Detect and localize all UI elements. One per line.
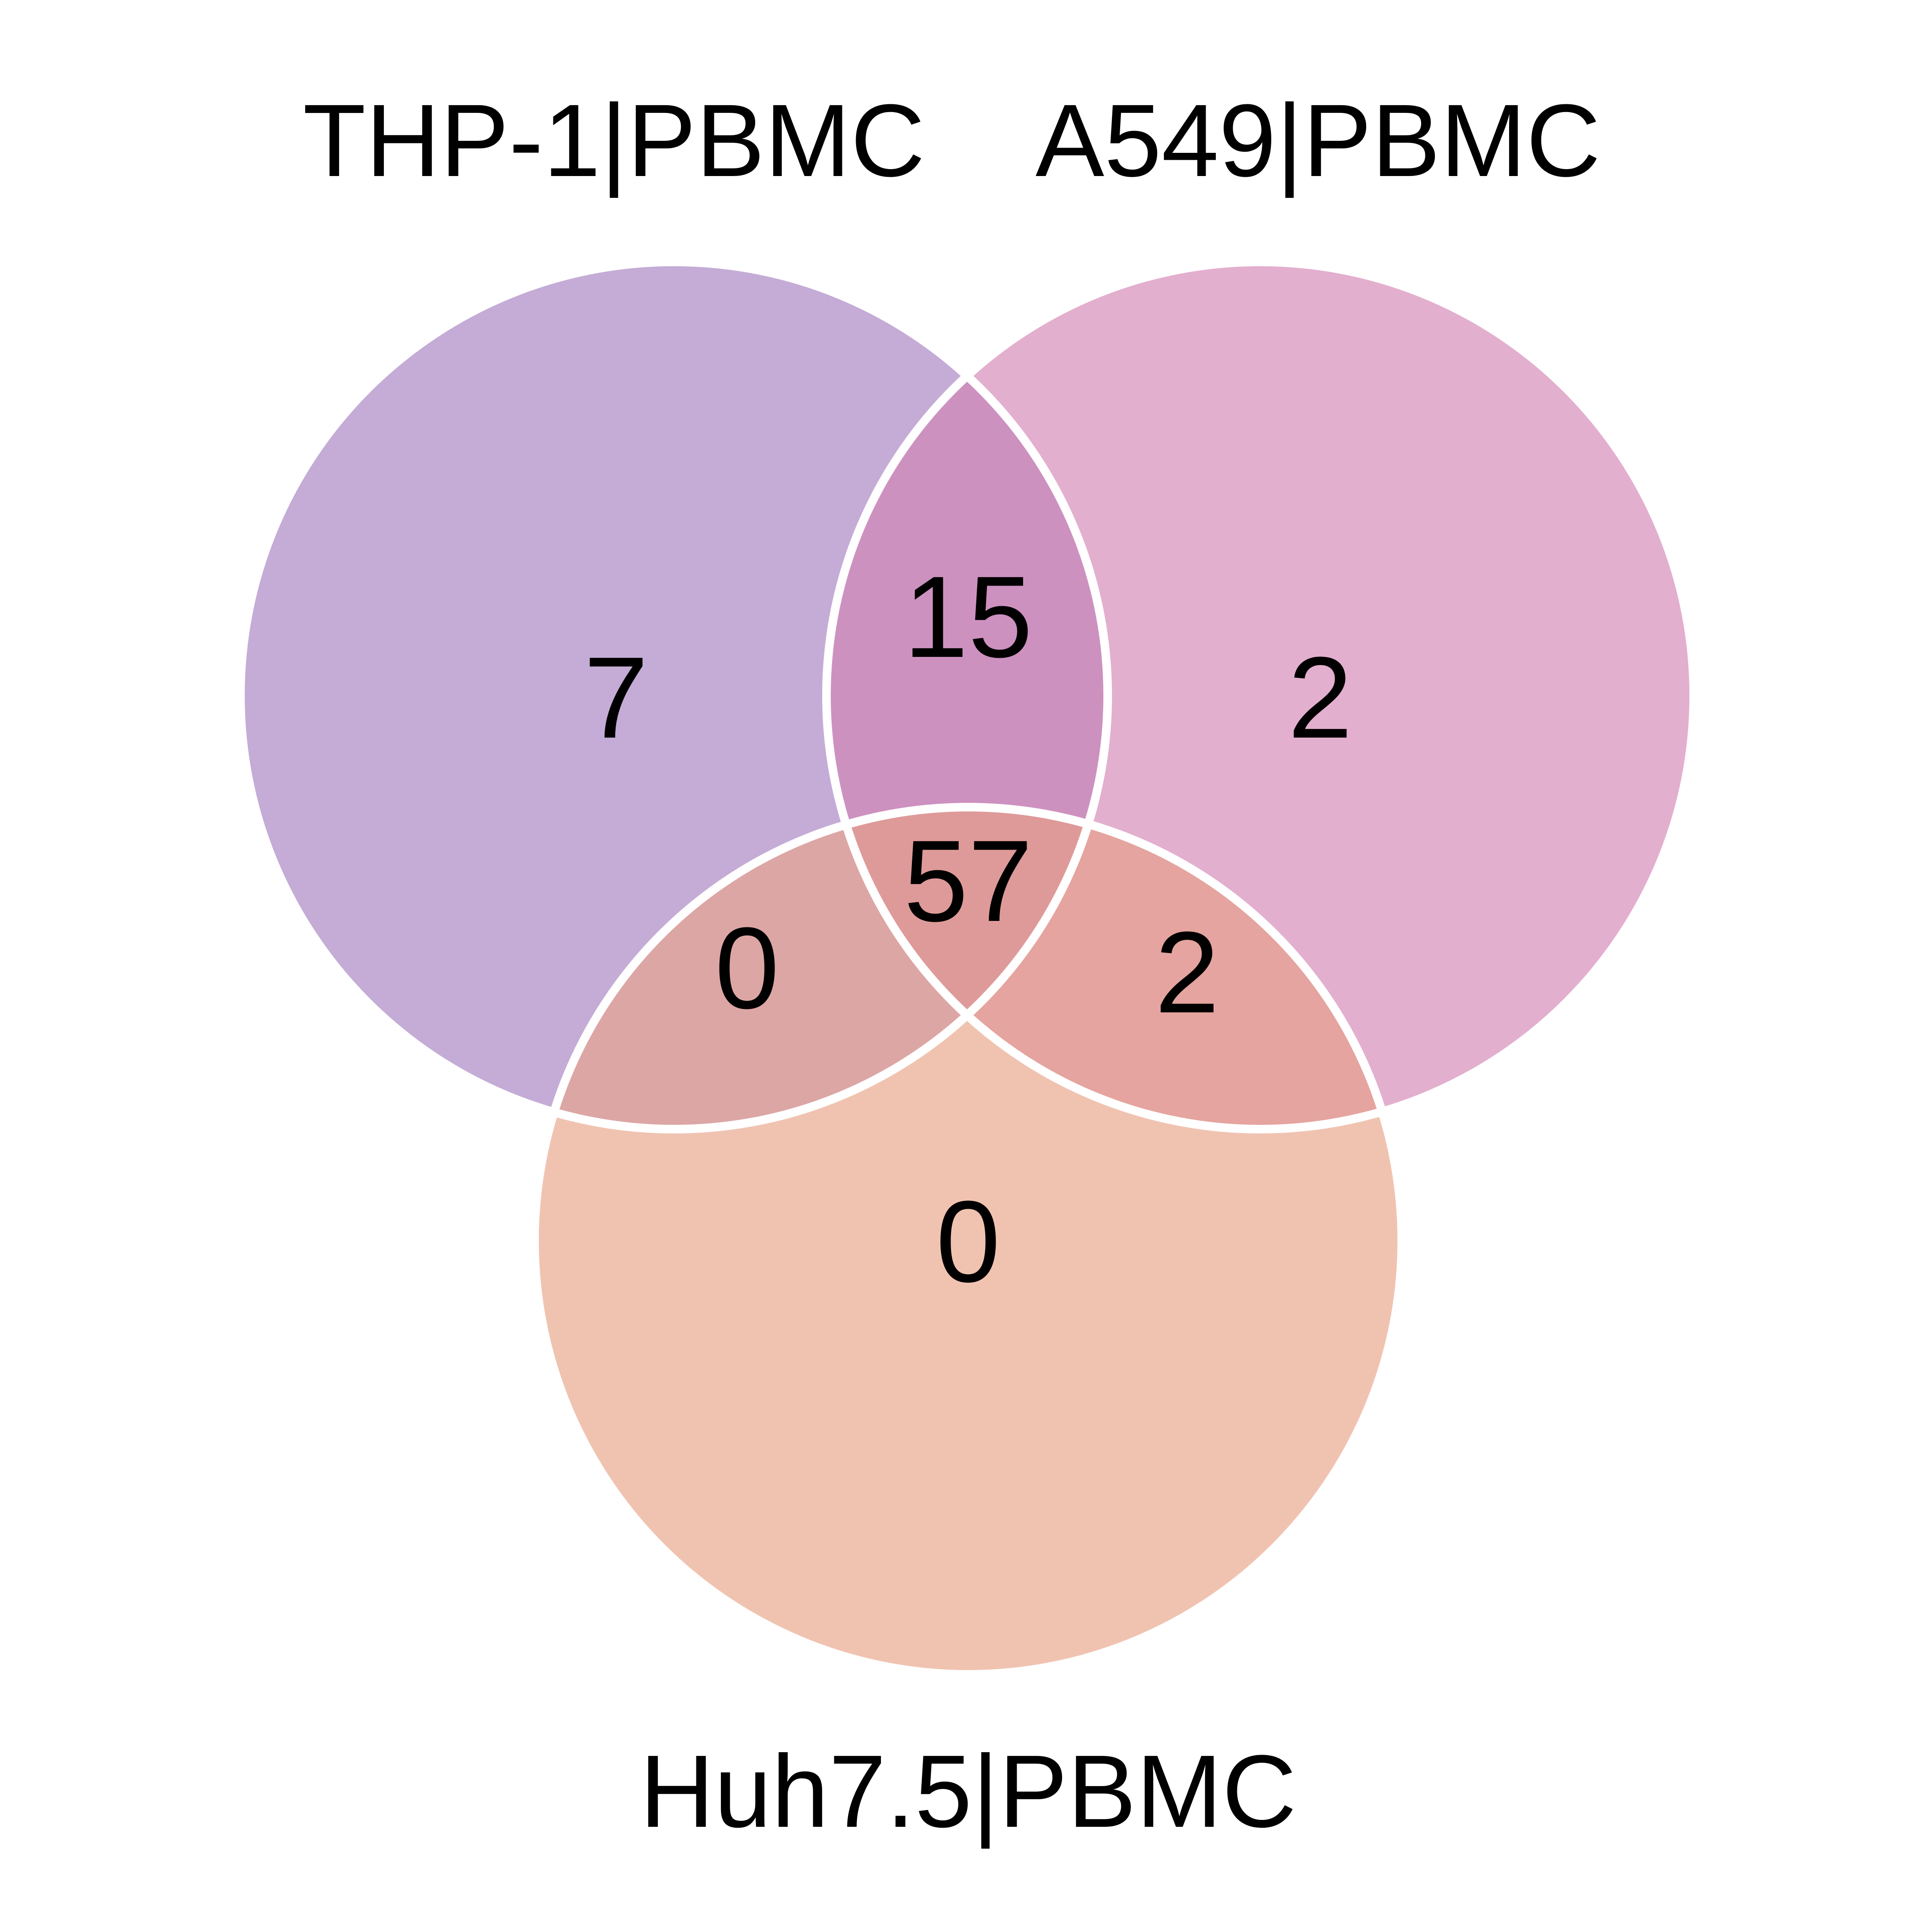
count-all-three: 57 [904, 817, 1033, 946]
set-outline-a549 [822, 258, 1698, 1133]
region-a549-huh75 [826, 807, 1402, 1129]
set-label-a549: A549|PBMC [1036, 83, 1601, 198]
count-only-a549: 2 [1288, 633, 1352, 762]
set-label-thp1: THP-1|PBMC [303, 83, 925, 198]
count-thp1-a549: 15 [904, 553, 1033, 682]
set-label-huh75: Huh7.5|PBMC [640, 1734, 1297, 1849]
set-outline-thp1 [236, 258, 1112, 1133]
region-thp1-huh75 [535, 807, 1108, 1129]
count-thp1-huh75: 0 [715, 904, 779, 1033]
count-only-huh75: 0 [936, 1177, 1000, 1306]
set-outline-huh75 [530, 803, 1406, 1679]
count-only-thp1: 7 [584, 633, 648, 762]
count-a549-huh75: 2 [1155, 908, 1219, 1037]
